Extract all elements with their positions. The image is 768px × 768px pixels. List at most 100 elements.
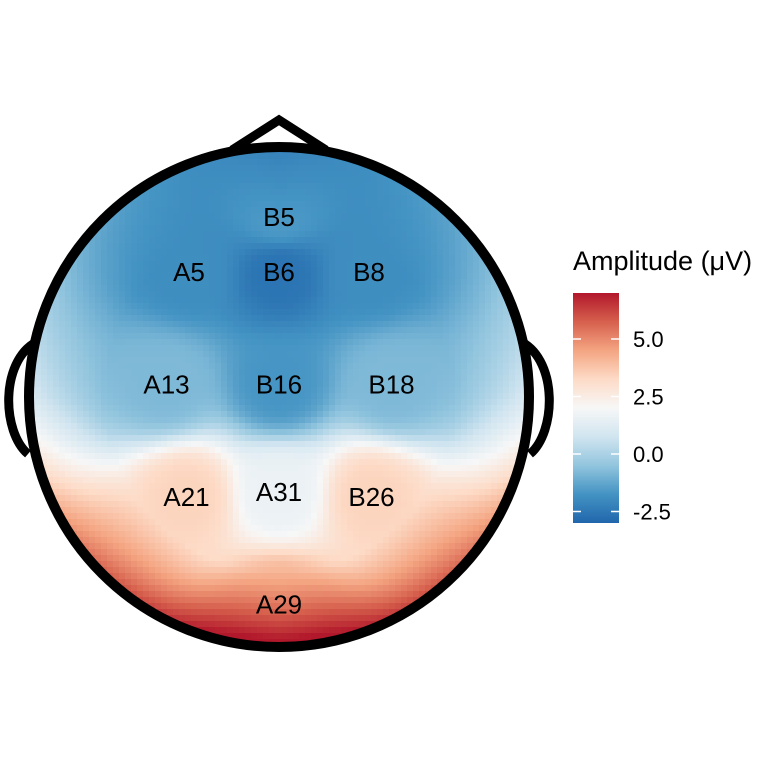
field-cell <box>53 345 60 352</box>
field-cell <box>245 291 252 298</box>
field-cell <box>347 333 354 340</box>
field-cell <box>413 405 420 412</box>
field-cell <box>473 339 480 346</box>
field-cell <box>53 399 60 406</box>
field-cell <box>455 495 462 502</box>
field-cell <box>65 477 72 484</box>
field-cell <box>449 471 456 478</box>
field-cell <box>365 171 372 178</box>
field-cell <box>317 555 324 562</box>
field-cell <box>227 393 234 400</box>
field-cell <box>125 525 132 532</box>
field-cell <box>461 405 468 412</box>
field-cell <box>221 231 228 238</box>
field-cell <box>173 225 180 232</box>
field-cell <box>389 213 396 220</box>
field-cell <box>185 465 192 472</box>
field-cell <box>125 393 132 400</box>
field-cell <box>215 393 222 400</box>
field-cell <box>443 297 450 304</box>
field-cell <box>317 429 324 436</box>
field-cell <box>47 339 54 346</box>
field-cell <box>323 327 330 334</box>
field-cell <box>497 333 504 340</box>
field-cell <box>395 543 402 550</box>
field-cell <box>143 243 150 250</box>
field-cell <box>347 279 354 286</box>
field-cell <box>119 435 126 442</box>
field-cell <box>101 465 108 472</box>
field-cell <box>341 519 348 526</box>
field-cell <box>395 249 402 256</box>
field-cell <box>59 327 66 334</box>
field-cell <box>425 531 432 538</box>
field-cell <box>365 477 372 484</box>
field-cell <box>83 477 90 484</box>
field-cell <box>323 399 330 406</box>
field-cell <box>239 555 246 562</box>
field-cell <box>305 255 312 262</box>
field-cell <box>347 369 354 376</box>
field-cell <box>401 477 408 484</box>
field-cell <box>401 507 408 514</box>
field-cell <box>335 237 342 244</box>
field-cell <box>191 357 198 364</box>
field-cell <box>233 303 240 310</box>
field-cell <box>95 453 102 460</box>
field-cell <box>215 537 222 544</box>
field-cell <box>497 291 504 298</box>
field-cell <box>377 489 384 496</box>
field-cell <box>413 459 420 466</box>
field-cell <box>431 297 438 304</box>
field-cell <box>341 471 348 478</box>
field-cell <box>95 507 102 514</box>
field-cell <box>443 549 450 556</box>
field-cell <box>329 381 336 388</box>
field-cell <box>227 477 234 484</box>
field-cell <box>209 363 216 370</box>
field-cell <box>419 531 426 538</box>
field-cell <box>443 525 450 532</box>
field-cell <box>233 183 240 190</box>
field-cell <box>137 537 144 544</box>
field-cell <box>119 483 126 490</box>
field-cell <box>281 291 288 298</box>
field-cell <box>407 399 414 406</box>
field-cell <box>383 303 390 310</box>
field-cell <box>233 549 240 556</box>
field-cell <box>335 327 342 334</box>
field-cell <box>353 453 360 460</box>
field-cell <box>479 471 486 478</box>
field-cell <box>263 555 270 562</box>
field-cell <box>239 189 246 196</box>
field-cell <box>473 255 480 262</box>
field-cell <box>137 351 144 358</box>
field-cell <box>437 405 444 412</box>
field-cell <box>161 231 168 238</box>
field-cell <box>431 483 438 490</box>
field-cell <box>359 519 366 526</box>
field-cell <box>311 225 318 232</box>
field-cell <box>401 291 408 298</box>
field-cell <box>215 405 222 412</box>
field-cell <box>359 189 366 196</box>
field-cell <box>341 309 348 316</box>
field-cell <box>317 447 324 454</box>
field-cell <box>299 213 306 220</box>
field-cell <box>83 435 90 442</box>
field-cell <box>383 363 390 370</box>
field-cell <box>173 243 180 250</box>
field-cell <box>89 363 96 370</box>
field-cell <box>143 363 150 370</box>
field-cell <box>317 531 324 538</box>
field-cell <box>95 285 102 292</box>
field-cell <box>71 393 78 400</box>
field-cell <box>419 255 426 262</box>
field-cell <box>275 435 282 442</box>
field-cell <box>125 225 132 232</box>
field-cell <box>293 345 300 352</box>
field-cell <box>185 477 192 484</box>
field-cell <box>497 471 504 478</box>
field-cell <box>347 429 354 436</box>
field-cell <box>263 285 270 292</box>
